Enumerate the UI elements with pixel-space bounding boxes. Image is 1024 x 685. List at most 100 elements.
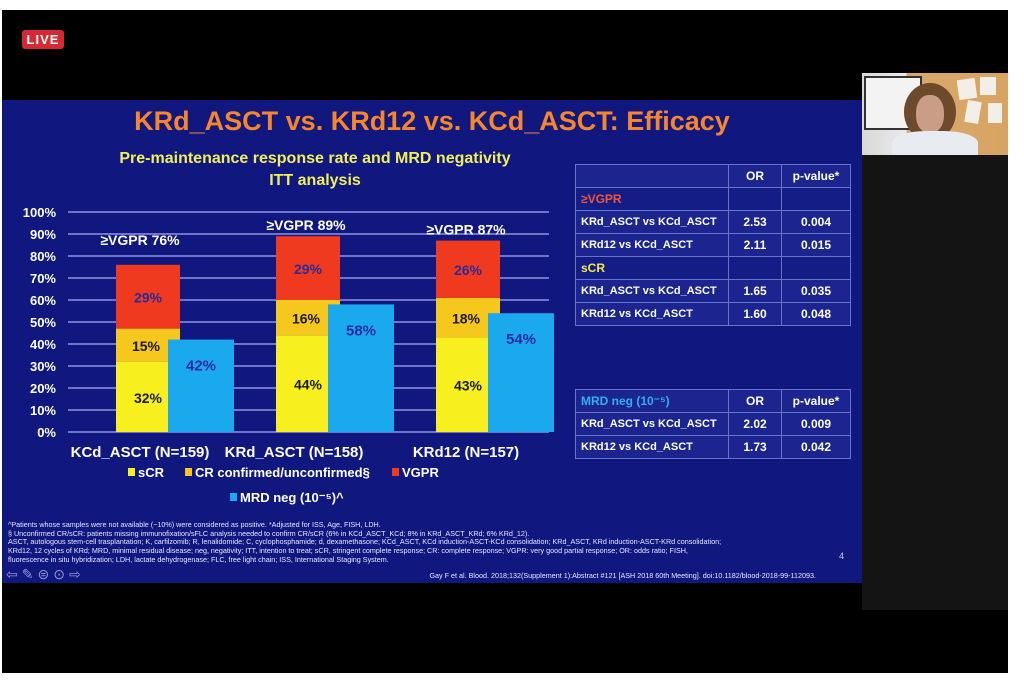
data-label: 26% — [454, 262, 483, 278]
slide-title: KRd_ASCT vs. KRd12 vs. KCd_ASCT: Efficac… — [134, 106, 730, 136]
y-tick-label: 50% — [30, 315, 56, 330]
footnote-line: § Unconfirmed CR/sCR: patients missing i… — [8, 528, 530, 538]
speaker-coat — [892, 131, 978, 155]
footnote-line: KRd12, 12 cycles of KRd; MRD, minimal re… — [8, 546, 688, 556]
or-cell: 1.65 — [728, 279, 782, 303]
y-tick-label: 80% — [30, 249, 56, 264]
or-cell: 2.02 — [728, 412, 782, 436]
table-row: KRd_ASCT vs KCd_ASCT 1.65 0.035 — [575, 279, 851, 303]
header-pvalue: p-value* — [781, 389, 851, 413]
or-cell: 1.60 — [728, 302, 782, 326]
response-chart: 0% 10% 20% 30% 40% 50% 60% 70% 80% 90% 100% 32% 15% 2… — [23, 205, 554, 505]
pvalue-cell: 0.042 — [781, 435, 851, 459]
webcam-panel — [862, 73, 1008, 610]
section-title: sCR — [575, 256, 729, 280]
legend-label: CR confirmed/unconfirmed§ — [195, 465, 370, 480]
data-label: 42% — [186, 358, 216, 375]
table-header-row: MRD neg (10⁻⁵) OR p-value* — [575, 389, 851, 413]
y-tick-label: 40% — [30, 337, 56, 352]
table-row: KRd_ASCT vs KCd_ASCT 2.53 0.004 — [575, 210, 851, 234]
more-icon[interactable]: ⊙ — [53, 566, 65, 582]
pen-icon[interactable]: ✎ — [21, 566, 34, 582]
footnote-line: ^Patients whose samples were not availab… — [8, 520, 381, 529]
legend-label: MRD neg (10⁻⁵)^ — [240, 490, 344, 505]
speaker-face — [916, 95, 944, 133]
legend-swatch-scr — [128, 468, 135, 476]
pvalue-cell: 0.015 — [781, 233, 851, 257]
speaker-video — [862, 73, 1008, 155]
data-label: 58% — [346, 322, 376, 339]
subtitle-line-1: Pre-maintenance response rate and MRD ne… — [119, 150, 511, 167]
header-pvalue: p-value* — [781, 164, 851, 188]
header-or: OR — [728, 389, 782, 413]
data-label: 54% — [506, 331, 536, 348]
y-tick-label: 20% — [30, 381, 56, 396]
wall-paper — [956, 77, 978, 101]
legend-swatch-mrd — [230, 493, 237, 501]
pvalue-cell: 0.035 — [781, 279, 851, 303]
table-row: KRd_ASCT vs KCd_ASCT 2.02 0.009 — [575, 412, 851, 436]
pvalue-cell: 0.009 — [781, 412, 851, 436]
section-title: ≥VGPR — [575, 187, 729, 211]
bar-mrd — [328, 304, 394, 432]
wall-paper — [964, 99, 982, 125]
bar-segment-vgpr — [116, 264, 180, 329]
table-row: KRd12 vs KCd_ASCT 1.60 0.048 — [575, 302, 851, 326]
section-row-vgpr: ≥VGPR — [575, 187, 851, 211]
next-arrow-icon[interactable]: ⇨ — [68, 566, 81, 582]
comparison-cell: KRd12 vs KCd_ASCT — [575, 435, 729, 459]
comparison-cell: KRd_ASCT vs KCd_ASCT — [575, 279, 729, 303]
subtitle-line-2: ITT analysis — [269, 172, 361, 189]
wall-paper — [980, 77, 996, 95]
y-tick-label: 60% — [30, 293, 56, 308]
legend-swatch-cr — [185, 468, 192, 476]
bar-segment-vgpr — [436, 240, 500, 298]
total-label: ≥VGPR 89% — [266, 217, 346, 233]
table-row: KRd12 vs KCd_ASCT 1.73 0.042 — [575, 435, 851, 459]
footnote-line: ASCT, autologous stem-cell trasplantatio… — [8, 537, 722, 547]
data-label: 15% — [132, 338, 161, 354]
wall-paper — [988, 103, 1002, 123]
y-tick-label: 0% — [37, 425, 56, 440]
data-label: 43% — [454, 378, 483, 394]
header-mrd: MRD neg (10⁻⁵) — [575, 389, 729, 413]
data-label: 18% — [452, 311, 481, 327]
y-tick-label: 100% — [23, 205, 57, 220]
or-cell: 2.11 — [728, 233, 782, 257]
total-label: ≥VGPR 87% — [426, 222, 506, 238]
table-row: KRd12 vs KCd_ASCT 2.11 0.015 — [575, 233, 851, 257]
pvalue-cell: 0.004 — [781, 210, 851, 234]
legend-label: VGPR — [402, 465, 439, 480]
presentation-slide: KRd_ASCT vs. KRd12 vs. KCd_ASCT: Efficac… — [2, 100, 862, 583]
bar-mrd — [488, 313, 554, 432]
table-header-row: OR p-value* — [575, 164, 851, 188]
data-label: 16% — [292, 311, 321, 327]
x-category-label: KCd_ASCT (N=159) — [71, 444, 210, 461]
data-label: 44% — [294, 377, 323, 393]
comparison-cell: KRd12 vs KCd_ASCT — [575, 233, 729, 257]
y-tick-label: 70% — [30, 271, 56, 286]
bar-segment-vgpr — [276, 236, 340, 300]
slides-icon[interactable]: ⊜ — [37, 566, 50, 582]
y-tick-label: 10% — [30, 403, 56, 418]
header-blank — [575, 164, 729, 188]
citation: Gay F et al. Blood. 2018;132(Supplement … — [429, 571, 816, 580]
section-row-scr: sCR — [575, 256, 851, 280]
or-cell: 1.73 — [728, 435, 782, 459]
x-category-label: KRd12 (N=157) — [413, 444, 519, 461]
live-badge: LIVE — [22, 30, 64, 49]
data-label: 29% — [294, 261, 323, 277]
y-tick-label: 30% — [30, 359, 56, 374]
x-category-label: KRd_ASCT (N=158) — [225, 444, 364, 461]
footnote-line: fluorescence in situ hybridization; LDH,… — [8, 554, 389, 564]
y-tick-label: 90% — [30, 227, 56, 242]
total-label: ≥VGPR 76% — [100, 232, 180, 248]
comparison-cell: KRd_ASCT vs KCd_ASCT — [575, 412, 729, 436]
pvalue-cell: 0.048 — [781, 302, 851, 326]
footnotes: ^Patients whose samples were not availab… — [8, 520, 816, 565]
or-cell: 2.53 — [728, 210, 782, 234]
comparison-cell: KRd12 vs KCd_ASCT — [575, 302, 729, 326]
slide-nav-toolbar: ⇦ ✎ ⊜ ⊙ ⇨ — [6, 566, 81, 582]
bar-mrd — [168, 339, 234, 432]
prev-arrow-icon[interactable]: ⇦ — [6, 566, 18, 582]
